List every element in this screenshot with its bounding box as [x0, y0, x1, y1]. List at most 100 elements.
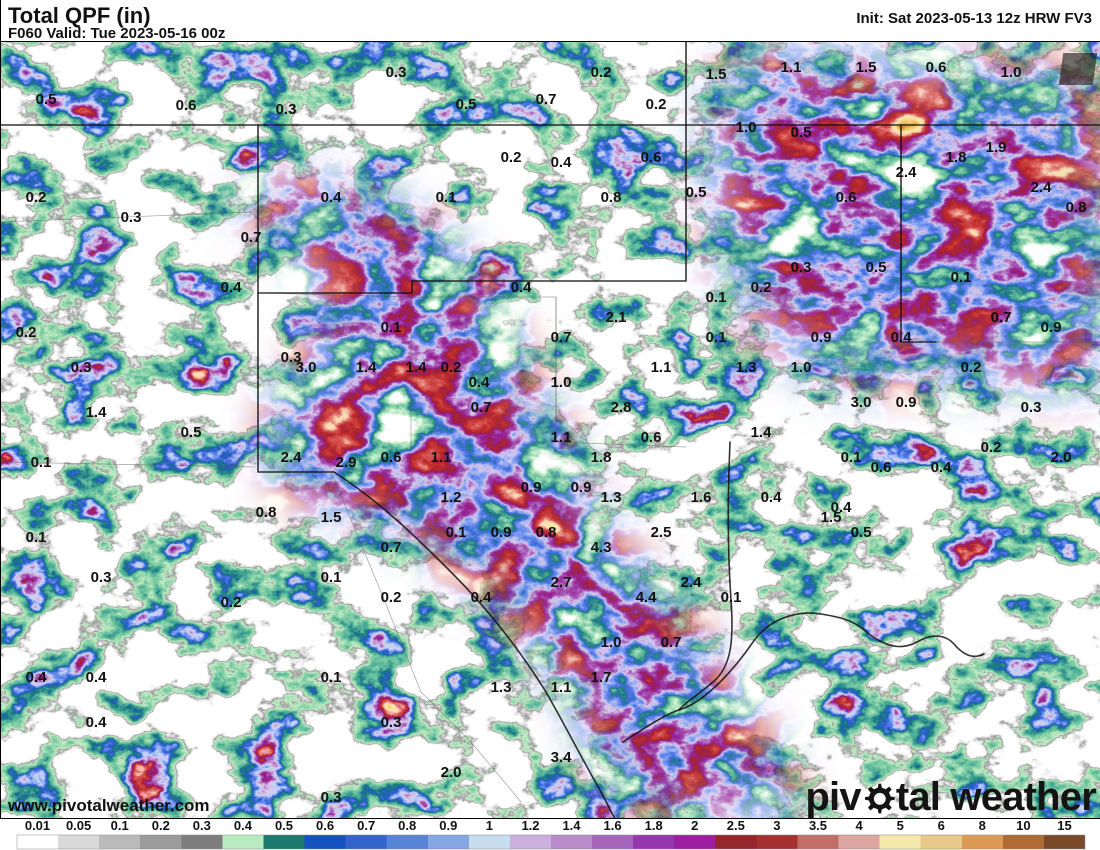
svg-text:1.1: 1.1 — [781, 59, 802, 76]
svg-text:0.6: 0.6 — [641, 429, 662, 446]
svg-text:0.1: 0.1 — [706, 289, 727, 306]
svg-text:2.8: 2.8 — [611, 399, 632, 416]
svg-text:5: 5 — [897, 818, 904, 833]
svg-text:0.2: 0.2 — [591, 64, 612, 81]
svg-text:0.5: 0.5 — [275, 818, 293, 833]
svg-text:0.5: 0.5 — [686, 184, 707, 201]
svg-text:6: 6 — [938, 818, 945, 833]
svg-text:1.6: 1.6 — [604, 818, 622, 833]
svg-text:0.4: 0.4 — [86, 714, 108, 731]
svg-text:1.2: 1.2 — [521, 818, 539, 833]
svg-text:0.6: 0.6 — [641, 149, 662, 166]
svg-text:0.7: 0.7 — [661, 634, 682, 651]
svg-text:0.4: 0.4 — [891, 329, 913, 346]
svg-text:0.6: 0.6 — [871, 459, 892, 476]
svg-text:0.8: 0.8 — [398, 818, 416, 833]
svg-text:0.2: 0.2 — [961, 359, 982, 376]
svg-text:0.4: 0.4 — [221, 279, 243, 296]
svg-text:0.9: 0.9 — [521, 479, 542, 496]
svg-text:0.5: 0.5 — [181, 424, 202, 441]
svg-text:0.8: 0.8 — [1066, 199, 1087, 216]
svg-text:0.9: 0.9 — [1041, 319, 1062, 336]
svg-text:0.6: 0.6 — [926, 59, 947, 76]
svg-text:0.4: 0.4 — [761, 489, 783, 506]
svg-text:0.3: 0.3 — [1021, 399, 1042, 416]
svg-text:0.4: 0.4 — [469, 374, 491, 391]
svg-text:1.5: 1.5 — [856, 59, 877, 76]
svg-text:0.6: 0.6 — [176, 97, 197, 114]
svg-text:0.4: 0.4 — [26, 669, 48, 686]
svg-text:1.0: 1.0 — [1001, 64, 1022, 81]
svg-text:0.3: 0.3 — [791, 259, 812, 276]
svg-text:1: 1 — [486, 818, 493, 833]
svg-text:1.0: 1.0 — [551, 374, 572, 391]
svg-text:0.6: 0.6 — [381, 449, 402, 466]
svg-text:0.2: 0.2 — [152, 818, 170, 833]
svg-text:0.3: 0.3 — [321, 789, 342, 806]
svg-text:1.2: 1.2 — [441, 489, 462, 506]
svg-text:1.4: 1.4 — [751, 424, 773, 441]
svg-text:3.5: 3.5 — [809, 818, 827, 833]
svg-text:0.2: 0.2 — [501, 149, 522, 166]
svg-text:0.7: 0.7 — [471, 399, 492, 416]
svg-text:0.1: 0.1 — [321, 569, 342, 586]
svg-text:1.3: 1.3 — [601, 489, 622, 506]
svg-text:0.2: 0.2 — [26, 189, 47, 206]
svg-text:0.3: 0.3 — [193, 818, 211, 833]
svg-text:0.8: 0.8 — [256, 504, 277, 521]
svg-text:4.3: 4.3 — [591, 539, 612, 556]
svg-text:1.0: 1.0 — [736, 119, 757, 136]
svg-text:0.2: 0.2 — [981, 439, 1002, 456]
svg-text:0.5: 0.5 — [36, 91, 57, 108]
svg-text:1.0: 1.0 — [601, 634, 622, 651]
svg-text:3.4: 3.4 — [551, 749, 573, 766]
svg-text:10: 10 — [1016, 818, 1030, 833]
svg-text:0.1: 0.1 — [841, 449, 862, 466]
svg-text:1.4: 1.4 — [562, 818, 581, 833]
svg-text:0.2: 0.2 — [751, 279, 772, 296]
svg-text:0.4: 0.4 — [234, 818, 253, 833]
svg-text:2.5: 2.5 — [727, 818, 745, 833]
svg-text:0.01: 0.01 — [25, 818, 50, 833]
svg-text:0.5: 0.5 — [866, 259, 887, 276]
svg-text:1.8: 1.8 — [946, 149, 967, 166]
svg-text:0.3: 0.3 — [91, 569, 112, 586]
svg-text:0.7: 0.7 — [991, 309, 1012, 326]
svg-text:0.1: 0.1 — [436, 189, 457, 206]
svg-text:1.8: 1.8 — [645, 818, 663, 833]
svg-text:0.5: 0.5 — [791, 124, 812, 141]
svg-text:8: 8 — [979, 818, 986, 833]
svg-text:2.9: 2.9 — [336, 454, 357, 471]
svg-text:2.4: 2.4 — [896, 164, 918, 181]
svg-text:2.4: 2.4 — [681, 574, 703, 591]
svg-text:0.3: 0.3 — [121, 209, 142, 226]
svg-text:0.2: 0.2 — [381, 589, 402, 606]
svg-text:0.2: 0.2 — [221, 594, 242, 611]
svg-text:0.1: 0.1 — [721, 589, 742, 606]
svg-text:0.1: 0.1 — [446, 524, 467, 541]
svg-text:0.3: 0.3 — [276, 101, 297, 118]
svg-text:0.1: 0.1 — [26, 529, 47, 546]
svg-text:2.5: 2.5 — [651, 524, 672, 541]
svg-text:1.3: 1.3 — [736, 359, 757, 376]
svg-text:0.05: 0.05 — [66, 818, 91, 833]
svg-text:1.9: 1.9 — [986, 139, 1007, 156]
svg-text:0.7: 0.7 — [551, 329, 572, 346]
svg-text:3.0: 3.0 — [851, 394, 872, 411]
svg-text:4: 4 — [855, 818, 863, 833]
svg-text:1.4: 1.4 — [356, 359, 378, 376]
svg-text:0.5: 0.5 — [851, 524, 872, 541]
svg-text:0.4: 0.4 — [471, 589, 493, 606]
svg-text:0.4: 0.4 — [551, 154, 573, 171]
svg-text:2: 2 — [691, 818, 698, 833]
svg-text:0.3: 0.3 — [381, 714, 402, 731]
svg-text:1.3: 1.3 — [491, 679, 512, 696]
svg-text:0.2: 0.2 — [441, 359, 462, 376]
svg-text:3: 3 — [773, 818, 780, 833]
svg-text:0.3: 0.3 — [71, 359, 92, 376]
svg-text:0.8: 0.8 — [601, 189, 622, 206]
svg-text:0.1: 0.1 — [321, 669, 342, 686]
svg-text:2.0: 2.0 — [1051, 449, 1072, 466]
svg-text:0.1: 0.1 — [951, 269, 972, 286]
svg-text:0.1: 0.1 — [381, 319, 402, 336]
